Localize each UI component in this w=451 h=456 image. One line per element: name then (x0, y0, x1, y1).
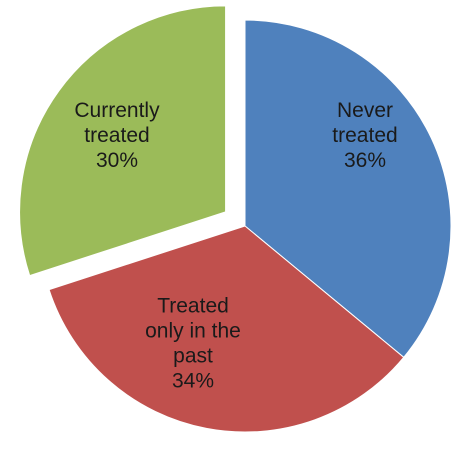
pie-label-line: Currently (74, 99, 160, 122)
pie-label-line: Treated (157, 295, 229, 318)
pie-label-line: 34% (172, 370, 214, 393)
pie-label-line: past (173, 345, 213, 368)
pie-slice-never-treated (244, 19, 451, 359)
pie-label-never-treated: Never treated 36% (332, 99, 397, 172)
pie-labels: Never treated 36%Treated only in the past 34%… (74, 99, 397, 393)
pie-label-line: treated (332, 124, 397, 147)
pie-label-line: only in the (145, 320, 241, 343)
pie-label-line: 30% (96, 149, 138, 172)
pie-label-line: 36% (344, 149, 386, 172)
pie-label-treated-only-in-the-past: Treated only in the past 34% (145, 295, 241, 393)
pie-slice-currently-treated (19, 5, 227, 277)
pie-slice-treated-only-in-the-past (48, 225, 405, 433)
pie-label-currently-treated: Currently treated 30% (74, 99, 160, 172)
pie-slices (19, 5, 451, 433)
pie-label-line: Never (337, 99, 393, 122)
pie-label-line: treated (84, 124, 149, 147)
